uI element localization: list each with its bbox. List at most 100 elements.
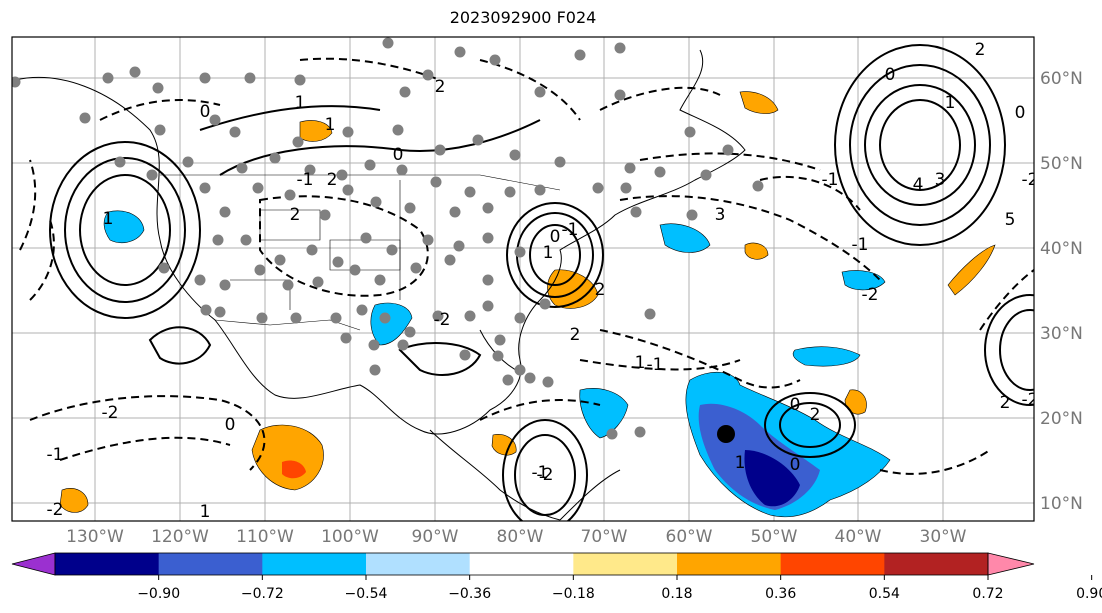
colorbar-segment [55,553,160,575]
station-dot [542,376,554,388]
lon-tick-label: 50°W [751,527,798,547]
shading-orange-greenland [739,91,779,114]
contour-label: 1 [103,209,114,229]
shading-cyan-caribbean [579,388,629,439]
station-dot [368,339,380,351]
station-dot [453,240,465,252]
station-dot [644,308,656,320]
contour-label: 2 [290,205,301,225]
station-dot [312,276,324,288]
station-dot [349,264,361,276]
station-dot [194,274,206,286]
contour-label: -1 [297,170,314,190]
station-dot [252,182,264,194]
contour-label: 0 [790,395,801,415]
station-dot [752,180,764,192]
colorbar-segment [573,553,678,575]
station-dot [514,246,526,258]
contour-label: 0 [393,145,404,165]
lon-tick-label: 60°W [666,527,713,547]
contour-label: 2 [975,40,986,60]
contour-label: -1 [647,355,664,375]
contour-label: 4 [913,175,924,195]
station-dot [274,254,286,266]
borders [160,174,561,331]
colorbar-extend-high [987,552,1035,576]
station-dot [364,159,376,171]
shading-orange-sw [59,488,89,513]
lat-tick-label: 20°N [1040,409,1083,429]
station-dot [464,310,476,322]
colorbar-segment [884,553,989,575]
dashed-contours [19,57,1034,475]
colorbar-segment [366,553,471,575]
station-dot [509,149,521,161]
station-dot [152,82,164,94]
station-dot [342,184,354,196]
station-dot [482,232,494,244]
lat-tick-label: 60°N [1040,69,1083,89]
station-dot [374,274,386,286]
station-dot [620,182,632,194]
shading-orange-canada [299,120,333,142]
lat-tick-label: 40°N [1040,239,1083,259]
station-dot [114,156,126,168]
station-dot [482,202,494,214]
colorbar-segment [158,553,263,575]
station-dot [379,312,391,324]
station-dot [360,232,372,244]
lon-tick-label: 40°W [835,527,882,547]
station-dot [654,166,666,178]
station-dot [514,364,526,376]
contour-label: -1 [562,220,579,240]
station-dot [554,156,566,168]
station-dot [684,126,696,138]
colorbar-segment [780,553,885,575]
colorbar-tick-label: −0.90 [137,586,180,602]
contour-label: -1 [47,445,64,465]
solid-contours [49,44,1034,521]
shading-orange-ne [947,244,996,296]
station-dot [209,114,221,126]
shading-orange-gulf-south [491,434,517,456]
station-dot [454,46,466,58]
station-dot [634,426,646,438]
station-dot [472,134,484,146]
station-dot [342,126,354,138]
lon-tick-label: 30°W [920,527,967,547]
contour-label: 3 [935,170,946,190]
contour-label: 1 [735,453,746,473]
contour-label: -2 [434,310,451,330]
station-dot [292,136,304,148]
latitude-labels: 60°N 50°N 40°N 30°N 20°N 10°N [1040,69,1083,514]
station-dot [492,350,504,362]
station-dot [686,209,698,221]
station-dot [482,300,494,312]
station-dot [494,334,506,346]
station-dot [304,164,316,176]
station-dots [12,37,764,440]
contour-label: 1 [543,243,554,263]
station-dot [200,304,212,316]
station-dot [534,86,546,98]
station-dot [464,186,476,198]
station-dot [614,42,626,54]
lat-tick-label: 10°N [1040,494,1083,514]
contour-label: -2 [862,285,879,305]
station-dot [269,152,281,164]
colorbar-tick-label: 0.90 [1076,586,1102,602]
contour-label: 3 [715,205,726,225]
station-dot [392,124,404,136]
station-dot [386,244,398,256]
station-dot [219,279,231,291]
colorbar-tick-label: 0.72 [972,586,1003,602]
station-dot [336,169,348,181]
station-dot [182,156,194,168]
station-dot [212,234,224,246]
lat-tick-label: 50°N [1040,154,1083,174]
station-dot [524,372,536,384]
station-dot [489,54,501,66]
station-dot [432,310,444,322]
